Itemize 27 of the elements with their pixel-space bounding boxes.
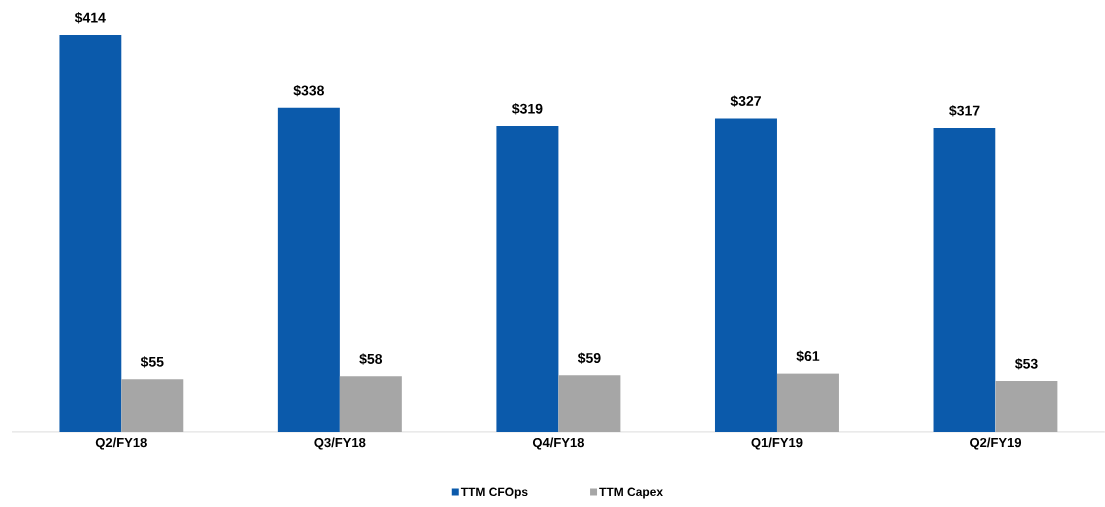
x-tick-label: Q2/FY18 bbox=[95, 437, 147, 450]
data-label: $338 bbox=[293, 84, 324, 97]
bar bbox=[121, 379, 184, 432]
x-tick-label: Q4/FY18 bbox=[532, 437, 585, 450]
data-label: $61 bbox=[796, 350, 820, 362]
bar bbox=[496, 126, 559, 432]
data-label: $319 bbox=[512, 103, 543, 115]
data-label: $55 bbox=[140, 356, 164, 368]
legend-label: TTM CFOps bbox=[460, 487, 528, 499]
bar bbox=[59, 35, 122, 432]
bar bbox=[714, 118, 777, 432]
bar bbox=[933, 128, 996, 432]
data-label: $59 bbox=[577, 352, 601, 364]
bar bbox=[277, 107, 340, 432]
x-tick-label: Q3/FY18 bbox=[314, 437, 366, 450]
x-tick-label: Q2/FY19 bbox=[970, 437, 1022, 450]
data-label: $58 bbox=[359, 353, 383, 365]
bar bbox=[558, 375, 621, 432]
data-label: $414 bbox=[74, 12, 106, 24]
x-tick-label: Q1/FY19 bbox=[751, 437, 803, 450]
data-label: $317 bbox=[949, 105, 980, 117]
legend-label: TTM Capex bbox=[599, 487, 663, 499]
bar bbox=[776, 373, 839, 432]
data-label: $53 bbox=[1015, 358, 1038, 370]
data-label: $327 bbox=[730, 95, 761, 107]
bar bbox=[995, 381, 1058, 432]
bar bbox=[339, 376, 402, 432]
